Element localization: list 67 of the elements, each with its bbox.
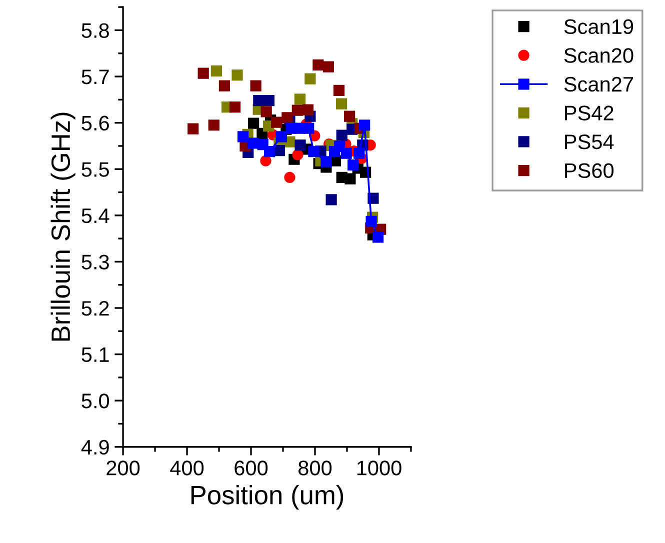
point <box>253 95 264 106</box>
point <box>359 120 370 131</box>
point <box>232 70 243 81</box>
point <box>292 104 303 116</box>
point <box>260 106 272 118</box>
point <box>372 232 384 243</box>
point <box>322 61 334 72</box>
point <box>282 112 293 124</box>
point <box>263 95 274 106</box>
y-tick-label: 5.1 <box>82 348 109 362</box>
point <box>303 122 314 134</box>
point <box>292 149 304 160</box>
point <box>284 172 296 183</box>
point <box>304 73 316 84</box>
legend-label: PS42 <box>565 106 614 120</box>
point <box>348 159 359 170</box>
x-tick-label: 400 <box>170 460 204 476</box>
point <box>336 130 348 141</box>
point <box>340 148 352 159</box>
point <box>250 80 262 92</box>
x-tick-label: 600 <box>234 460 268 476</box>
point <box>344 110 356 122</box>
y-tick-label: 5.6 <box>82 116 109 131</box>
point <box>294 139 306 151</box>
point <box>218 80 230 92</box>
point <box>188 123 199 134</box>
point <box>308 146 320 158</box>
point <box>229 102 241 113</box>
point <box>198 68 209 79</box>
point <box>333 84 345 96</box>
point <box>210 65 222 77</box>
point <box>354 148 365 159</box>
legend-label: PS60 <box>565 163 614 178</box>
y-tick-label: 5.4 <box>82 208 110 224</box>
point <box>271 116 282 128</box>
x-tick-label: 1000 <box>357 460 402 476</box>
point <box>247 138 258 149</box>
point <box>248 118 260 129</box>
x-tick-label: 800 <box>298 460 332 476</box>
y-tick-label: 4.9 <box>81 440 109 455</box>
y-axis-title: Brillouin Shift (GHz) <box>50 112 76 341</box>
point <box>344 173 356 184</box>
point <box>208 120 220 131</box>
point <box>260 155 272 166</box>
point <box>312 59 324 70</box>
legend-label: Scan27 <box>564 76 633 92</box>
point <box>326 194 337 206</box>
x-tick-label: 200 <box>106 460 140 476</box>
y-tick-label: 5.5 <box>82 162 109 177</box>
legend-label: PS54 <box>565 134 614 150</box>
point <box>294 94 306 105</box>
point <box>276 131 287 142</box>
y-tick-label: 5.2 <box>82 300 109 316</box>
point <box>274 145 286 156</box>
y-tick-label: 5.3 <box>82 254 109 270</box>
y-tick-label: 5.8 <box>82 23 109 38</box>
point <box>302 104 314 116</box>
x-axis-title: Position (um) <box>191 485 344 510</box>
point <box>320 156 332 168</box>
legend-label: Scan20 <box>564 48 634 63</box>
point <box>366 216 377 227</box>
point <box>336 98 348 110</box>
point <box>237 131 249 142</box>
y-tick-label: 5.7 <box>82 70 109 84</box>
legend-label: Scan19 <box>564 19 634 34</box>
y-tick-label: 5.0 <box>82 394 110 408</box>
point <box>264 146 276 158</box>
